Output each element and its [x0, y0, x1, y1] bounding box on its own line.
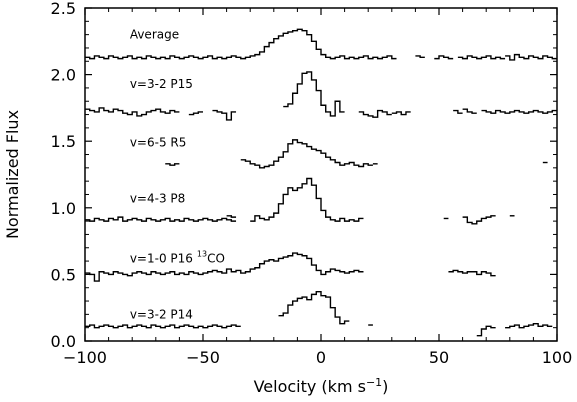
series-labels: Average v=3-2 P15 v=6-5 R5 v=4-3 P8 v=1-0 P1… — [130, 28, 225, 322]
series-label: v=3-2 P15 — [130, 77, 193, 91]
spectrum-step-segment — [85, 107, 180, 117]
spectrum-step-segment — [505, 322, 553, 329]
spectrum-step-segment — [476, 325, 496, 337]
spectrum-step-segment — [188, 111, 203, 116]
x-tick-label: 0 — [316, 348, 326, 367]
y-tick-label: 1.0 — [51, 199, 76, 218]
spectrum-step-segment — [85, 28, 397, 60]
spectrum-step-segment — [165, 163, 180, 166]
y-tick-label: 0.5 — [51, 265, 76, 284]
series-label: v=1-0 P16 13CO — [130, 249, 225, 265]
spectrum-step-segment — [358, 109, 392, 118]
y-tick-label: 2.0 — [51, 66, 76, 85]
y-tick-label: 0.0 — [51, 332, 76, 351]
y-tick-label: 2.5 — [51, 0, 76, 18]
spectra-traces — [85, 28, 557, 337]
spectrum-step-segment — [448, 269, 496, 277]
spectrum-step-segment — [85, 252, 364, 282]
spectrum-step-segment — [457, 55, 506, 60]
series-trace — [85, 177, 515, 225]
x-tick-label: 50 — [429, 348, 449, 367]
series-trace — [85, 28, 557, 61]
series-trace — [85, 291, 553, 337]
series-trace — [85, 252, 496, 282]
spectrum-step-segment — [434, 55, 454, 60]
spectrum-step-segment — [85, 324, 241, 329]
x-tick-label: 100 — [542, 348, 573, 367]
spectrum-step-segment — [462, 215, 496, 225]
spectrum-step-segment — [453, 109, 463, 114]
series-label: v=6-5 R5 — [130, 136, 187, 150]
spectrum-step-segment — [462, 108, 477, 114]
series-trace — [85, 71, 557, 121]
y-axis-ticks: 0.0 0.5 1.0 1.5 2.0 2.5 — [51, 0, 557, 351]
spectrum-step-segment — [283, 71, 345, 117]
y-axis-label: Normalized Flux — [3, 110, 22, 239]
spectrum-step-segment — [481, 109, 557, 114]
x-axis-label: Velocity (km s−1) — [254, 376, 389, 396]
x-tick-label: −50 — [186, 348, 220, 367]
x-axis-ticks: −100 −50 0 50 100 — [63, 8, 572, 367]
x-tick-label: −100 — [63, 348, 107, 367]
series-label: Average — [130, 28, 179, 42]
spectrum-step-segment — [226, 215, 237, 218]
spectrum-step-segment — [278, 291, 350, 325]
spectrum-step-segment — [415, 55, 425, 58]
y-tick-label: 1.5 — [51, 132, 76, 151]
spectrum-step-segment — [250, 177, 364, 222]
spectrum-step-segment — [85, 216, 237, 222]
spectrum-step-segment — [505, 53, 557, 61]
spectrum-step-segment — [212, 109, 237, 121]
spectrum-step-segment — [391, 111, 411, 116]
series-label: v=3-2 P14 — [130, 307, 193, 321]
series-trace — [165, 139, 548, 169]
spectrum-step-segment — [240, 139, 373, 169]
series-label: v=4-3 P8 — [130, 191, 185, 205]
